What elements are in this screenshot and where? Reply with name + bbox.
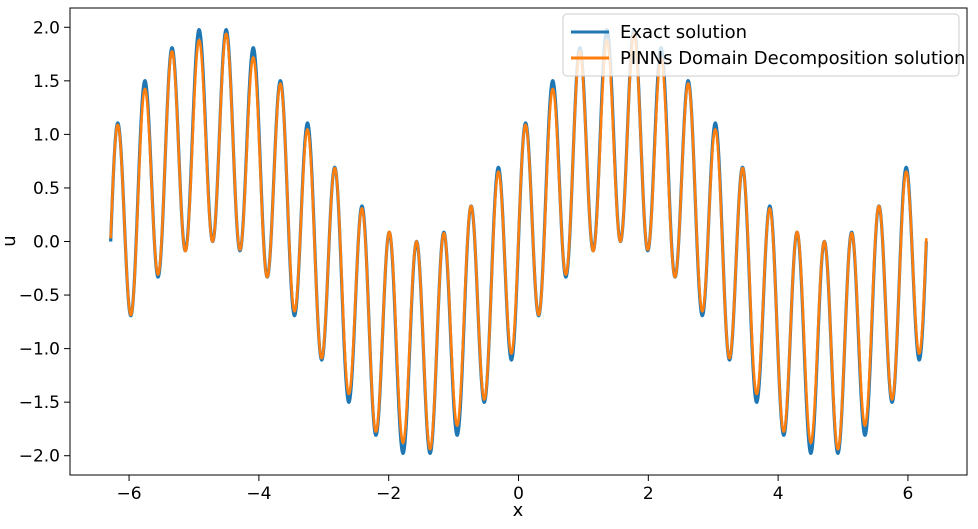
legend-label-pinns: PINNs Domain Decomposition solution xyxy=(620,48,965,69)
y-tick-label: 1.0 xyxy=(33,125,60,145)
y-tick-label: −1.5 xyxy=(19,393,60,413)
y-tick-label: −2.0 xyxy=(19,447,60,467)
x-axis-label: x xyxy=(513,500,524,521)
x-axis: −6 −4 −2 0 2 4 6 xyxy=(117,475,914,504)
x-tick-label: −6 xyxy=(117,484,142,504)
y-tick-label: 0.5 xyxy=(33,179,60,199)
series-layer xyxy=(109,28,928,455)
x-tick-label: −2 xyxy=(376,484,401,504)
y-tick-label: 1.5 xyxy=(33,72,60,92)
x-tick-label: 4 xyxy=(773,484,784,504)
x-tick-label: −4 xyxy=(246,484,271,504)
x-tick-label: 6 xyxy=(903,484,914,504)
plot-area xyxy=(69,7,968,476)
y-axis: −2.0 −1.5 −1.0 −0.5 0.0 0.5 1.0 1.5 2.0 xyxy=(19,18,70,467)
x-tick-label: 0 xyxy=(513,484,524,504)
y-tick-label: −1.0 xyxy=(19,340,60,360)
series-line-pinns xyxy=(109,32,928,451)
x-tick-label: 2 xyxy=(643,484,654,504)
y-tick-label: 0.0 xyxy=(33,233,60,253)
y-tick-label: 2.0 xyxy=(33,18,60,38)
legend: Exact solution PINNs Domain Decompositio… xyxy=(562,13,965,77)
y-axis-label: u xyxy=(0,235,20,246)
legend-box xyxy=(562,13,960,77)
legend-label-exact: Exact solution xyxy=(620,22,747,43)
y-tick-label: −0.5 xyxy=(19,286,60,306)
